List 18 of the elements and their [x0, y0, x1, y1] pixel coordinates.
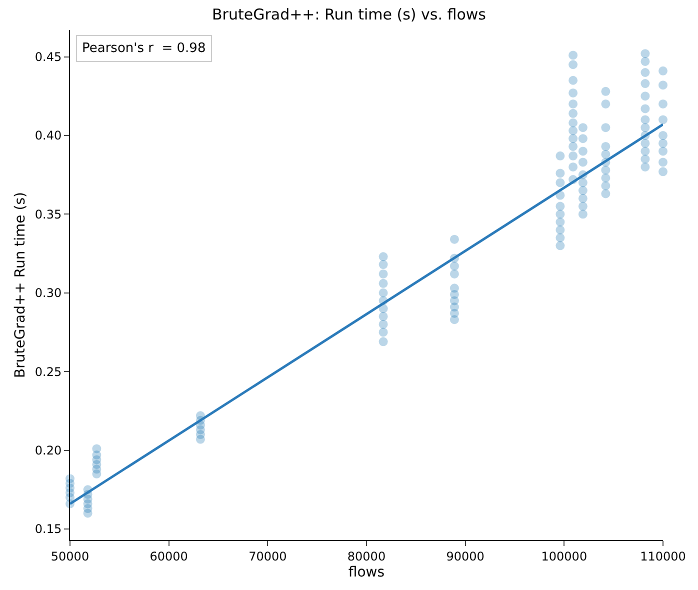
x-tick-label: 70000 [248, 549, 287, 564]
y-tick-label: 0.30 [34, 286, 62, 300]
x-tick-label: 100000 [541, 549, 588, 564]
chart-title: BruteGrad++: Run time (s) vs. flows [212, 5, 486, 24]
y-tick-label: 0.25 [34, 364, 62, 379]
x-tick-label: 80000 [347, 549, 386, 564]
y-tick-label: 0.15 [34, 522, 62, 536]
y-axis-title: BruteGrad++ Run time (s) [12, 192, 28, 378]
x-tick-label: 110000 [640, 549, 686, 564]
y-tick-label: 0.40 [34, 128, 62, 143]
x-axis-title: flows [348, 564, 385, 581]
annotation: Pearson's r = 0.98 [82, 41, 206, 56]
y-tick-label: 0.45 [34, 50, 62, 64]
x-tick-label: 60000 [150, 549, 188, 564]
x-tick-label: 90000 [446, 549, 484, 564]
y-tick-label: 0.35 [34, 207, 62, 222]
x-tick-label: 50000 [50, 549, 90, 564]
y-tick-label: 0.20 [34, 443, 62, 458]
